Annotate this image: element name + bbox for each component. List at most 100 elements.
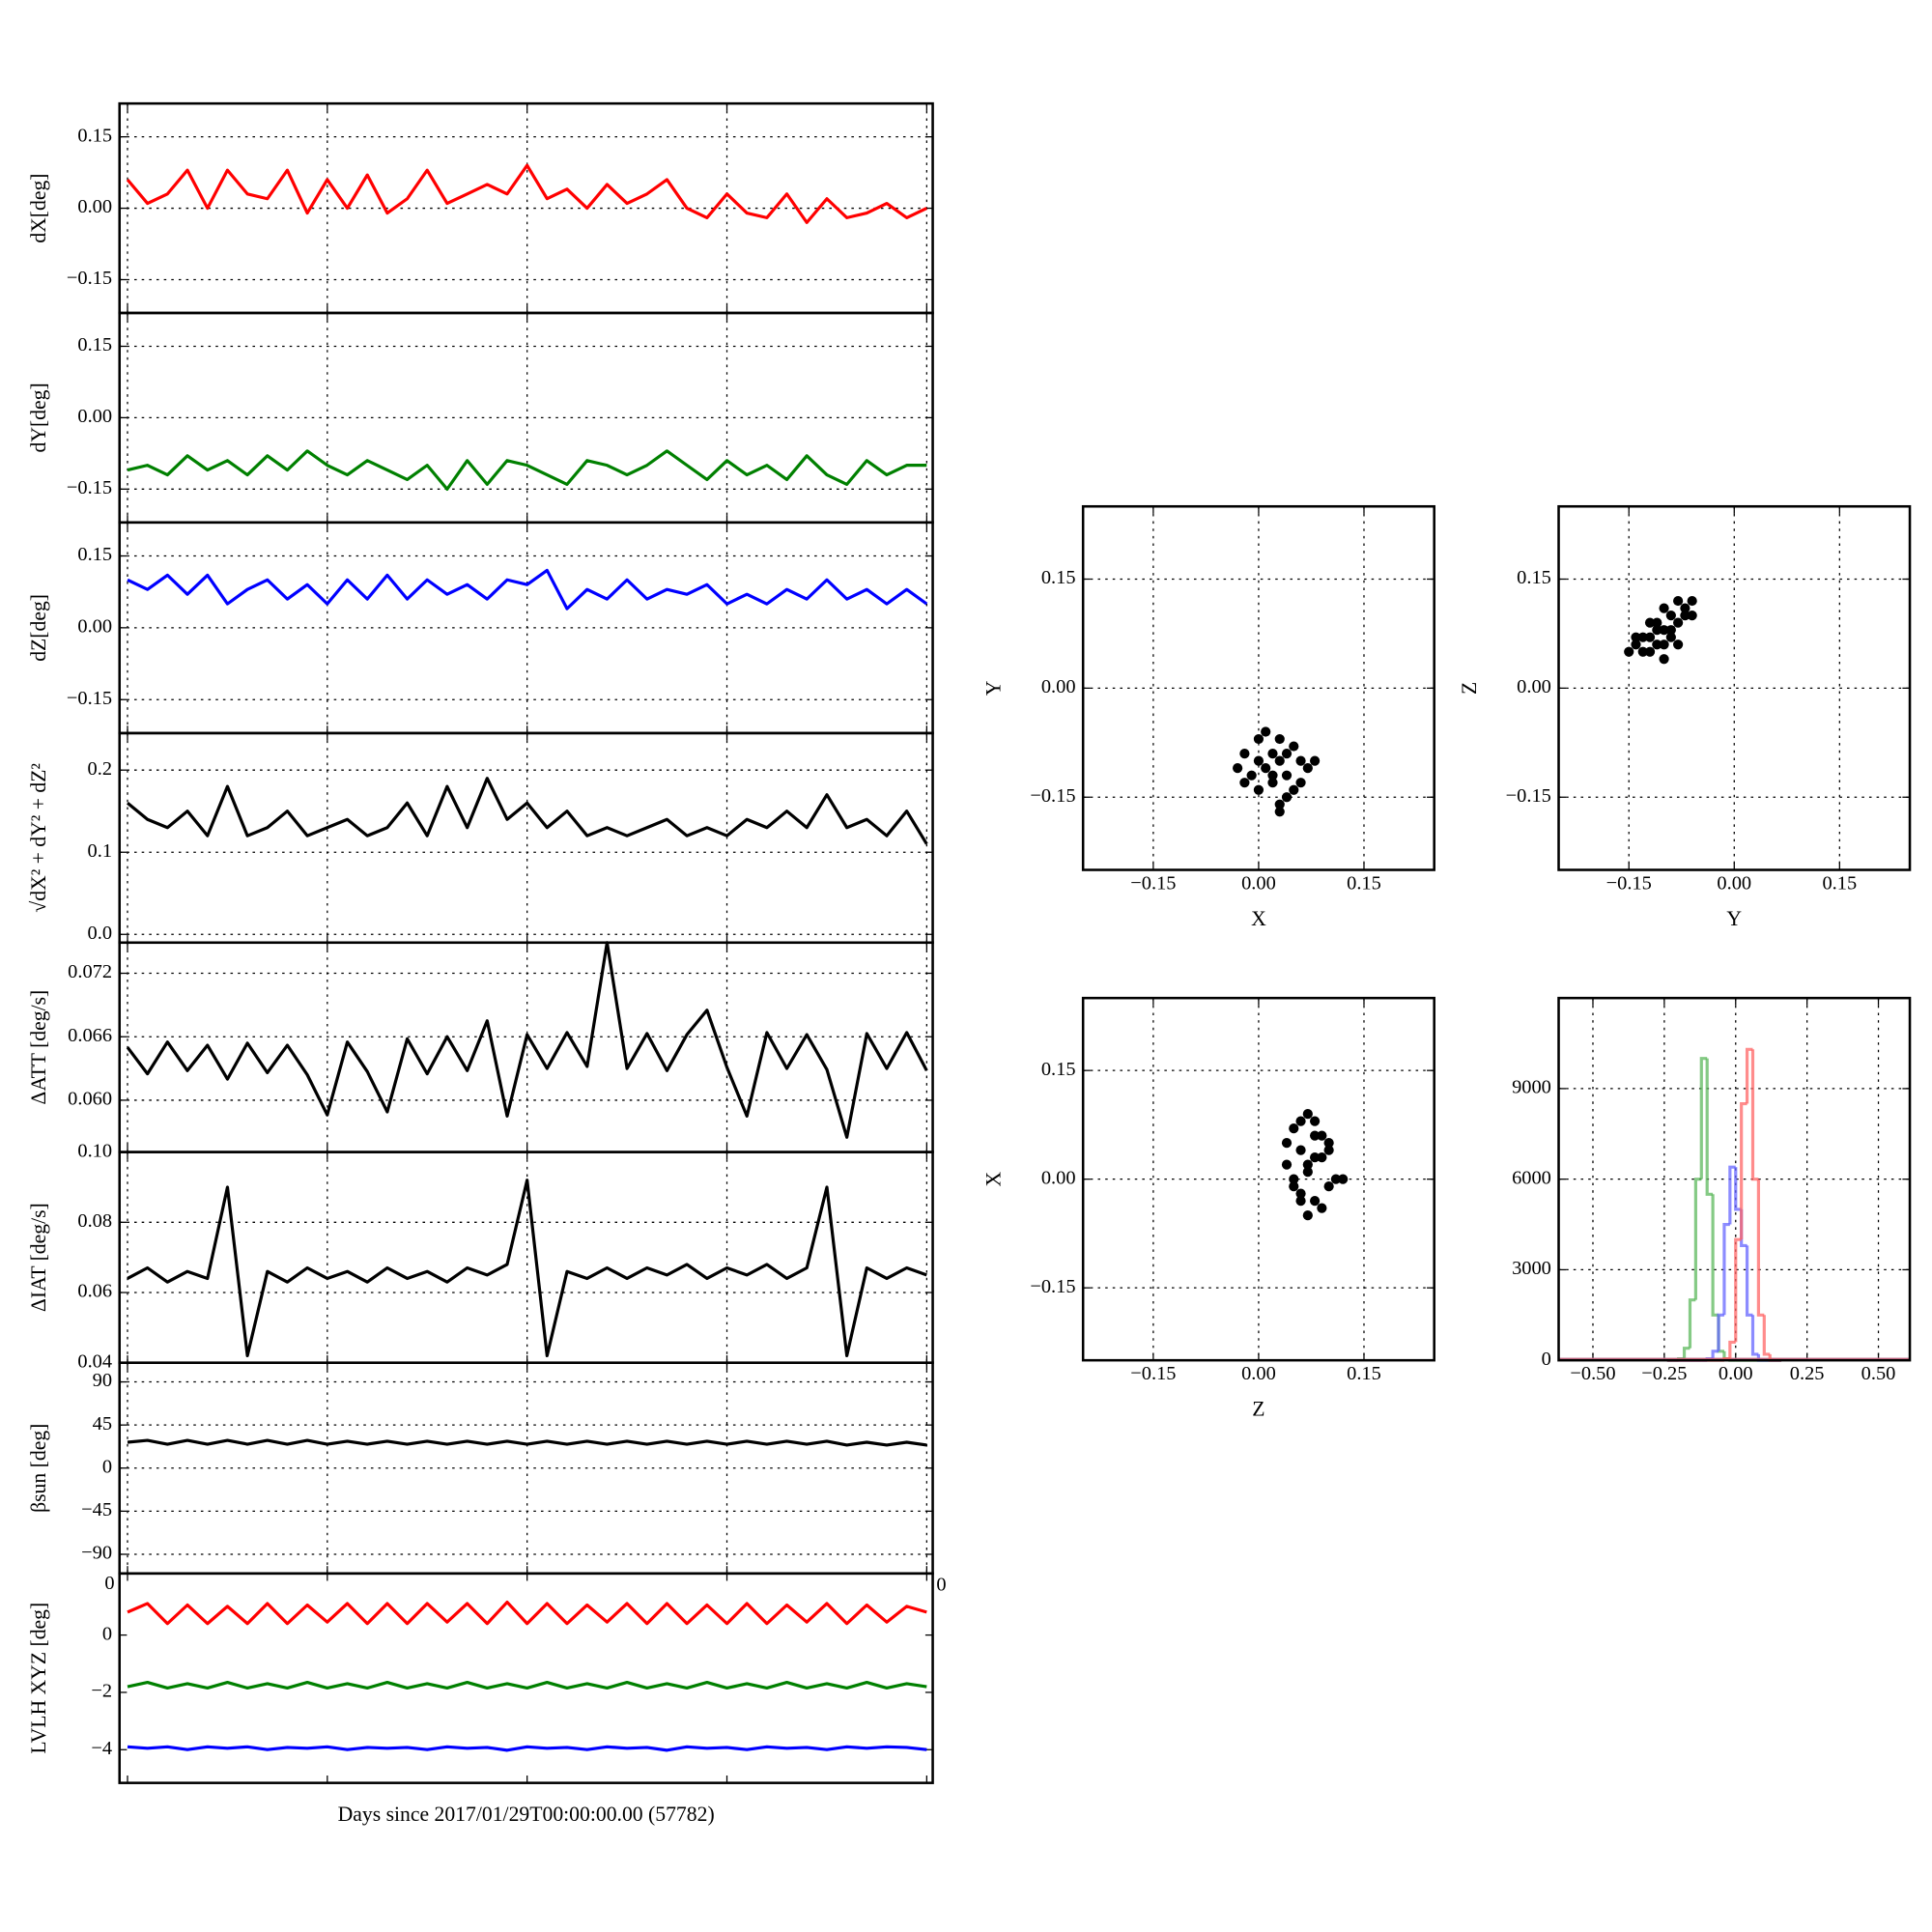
y-tick-label: −90 bbox=[81, 1543, 112, 1564]
x-tick-label: 0.00 bbox=[1717, 873, 1751, 895]
scatter-point bbox=[1665, 632, 1676, 642]
scatter-point bbox=[1330, 1174, 1342, 1184]
scatter-point bbox=[1281, 792, 1293, 803]
scatter-point bbox=[1239, 748, 1250, 759]
hist-step bbox=[1734, 1237, 1742, 1343]
scatter-point bbox=[1309, 1196, 1321, 1207]
hist-step bbox=[1728, 1340, 1736, 1359]
scatter-point bbox=[1246, 770, 1257, 781]
y-tick-label: 0.1 bbox=[88, 840, 112, 862]
x-axis-label: Z bbox=[1252, 1397, 1264, 1420]
x-tick-label: 0.00 bbox=[1241, 1363, 1276, 1384]
y-tick-label: −0.15 bbox=[67, 688, 112, 709]
y-tick-label: 6000 bbox=[1512, 1167, 1551, 1188]
scatter-point bbox=[1317, 1203, 1327, 1213]
hist-step bbox=[1745, 1245, 1753, 1317]
series-line bbox=[127, 1179, 927, 1358]
y-tick-label: −4 bbox=[91, 1738, 112, 1759]
scatter-point bbox=[1281, 770, 1293, 781]
scatter-point bbox=[1295, 1116, 1306, 1126]
series-line bbox=[127, 1745, 927, 1752]
y-tick-label: −0.15 bbox=[1506, 785, 1551, 807]
scatter-point bbox=[1302, 1210, 1313, 1221]
scatter-point bbox=[1673, 617, 1684, 628]
y-tick-label: 0.00 bbox=[77, 406, 112, 427]
x-axis-label: Y bbox=[1726, 907, 1742, 930]
scatter-point bbox=[1302, 1109, 1313, 1120]
scatter-point bbox=[1687, 611, 1697, 621]
scatter-point bbox=[1323, 1138, 1334, 1149]
hist-step bbox=[1750, 1049, 1759, 1181]
hist-step bbox=[1762, 1315, 1771, 1356]
y-tick-label: 0.072 bbox=[68, 961, 112, 982]
y-tick-label: −0.15 bbox=[1030, 785, 1075, 807]
hist-step bbox=[1740, 1101, 1747, 1240]
scatter-point bbox=[1289, 741, 1299, 752]
scatter-point bbox=[1295, 1145, 1306, 1155]
x-tick-label: 0.00 bbox=[1719, 1363, 1753, 1384]
scatter-point bbox=[1295, 778, 1306, 788]
x-tick-label: 0.15 bbox=[1822, 873, 1857, 895]
hist-step bbox=[1693, 1178, 1702, 1300]
y-tick-label: 0.08 bbox=[77, 1210, 112, 1232]
y-tick-label: 0.0 bbox=[88, 923, 112, 944]
scatter-point bbox=[1289, 1181, 1299, 1192]
y-axis-label: Z bbox=[1458, 682, 1481, 695]
axes-frame bbox=[1557, 996, 1912, 1362]
series-line bbox=[126, 941, 928, 1139]
y-tick-label: 0.15 bbox=[77, 125, 112, 146]
series-line bbox=[126, 163, 927, 224]
hist-step bbox=[1745, 1047, 1753, 1104]
scatter-point bbox=[1644, 646, 1656, 657]
annotation: 0 bbox=[936, 1574, 946, 1595]
scatter-point bbox=[1652, 625, 1662, 636]
scatter-point bbox=[1302, 1159, 1313, 1170]
y-tick-label: −0.15 bbox=[1030, 1276, 1075, 1297]
axes-frame bbox=[1081, 996, 1435, 1362]
scatter-point bbox=[1267, 748, 1278, 759]
hist-step bbox=[1711, 1194, 1719, 1317]
scatter-point bbox=[1302, 763, 1313, 774]
scatter-point bbox=[1631, 639, 1641, 650]
y-tick-label: 0.10 bbox=[77, 1140, 112, 1161]
scatter-point bbox=[1673, 595, 1684, 607]
scatter-point bbox=[1281, 1138, 1293, 1149]
hist-step bbox=[1750, 1315, 1759, 1356]
scatter-point bbox=[1239, 778, 1250, 788]
y-tick-label: −2 bbox=[91, 1681, 112, 1702]
scatter-point bbox=[1323, 1181, 1334, 1192]
axes-frame bbox=[1557, 504, 1912, 871]
y-tick-label: 0.15 bbox=[1041, 567, 1076, 588]
y-axis-label: dX[deg] bbox=[27, 173, 50, 242]
scatter-point bbox=[1289, 1123, 1299, 1134]
scatter-point bbox=[1680, 611, 1690, 621]
x-tick-label: −0.50 bbox=[1570, 1363, 1615, 1384]
scatter-point bbox=[1281, 1159, 1293, 1170]
y-tick-label: −0.15 bbox=[67, 477, 112, 498]
hist-step bbox=[1688, 1298, 1696, 1349]
scatter-point bbox=[1274, 799, 1285, 810]
scatter-point bbox=[1253, 784, 1264, 795]
scatter-point bbox=[1309, 755, 1321, 766]
y-axis-label: √dX² + dY² + dZ² bbox=[27, 763, 50, 913]
scatter-point bbox=[1274, 807, 1285, 817]
axes-frame bbox=[1081, 504, 1435, 871]
scatter-point bbox=[1323, 1145, 1334, 1155]
y-tick-label: −0.15 bbox=[67, 268, 112, 289]
axes-frame bbox=[118, 1572, 934, 1784]
annotation: 0 bbox=[104, 1573, 114, 1594]
x-tick-label: 0.25 bbox=[1790, 1363, 1825, 1384]
scatter-point bbox=[1261, 726, 1271, 737]
scatter-point bbox=[1644, 617, 1656, 628]
y-tick-label: 0.15 bbox=[77, 334, 112, 355]
y-axis-label: dZ[deg] bbox=[27, 594, 50, 662]
scatter-point bbox=[1652, 617, 1662, 628]
y-axis-label: ΔIAT [deg/s] bbox=[27, 1203, 50, 1312]
hist-step bbox=[1711, 1350, 1719, 1359]
scatter-point bbox=[1253, 733, 1264, 745]
x-tick-label: −0.15 bbox=[1130, 1363, 1176, 1384]
scatter-point bbox=[1295, 1196, 1306, 1207]
y-tick-label: 0.066 bbox=[68, 1025, 112, 1046]
y-tick-label: 0.00 bbox=[77, 616, 112, 638]
